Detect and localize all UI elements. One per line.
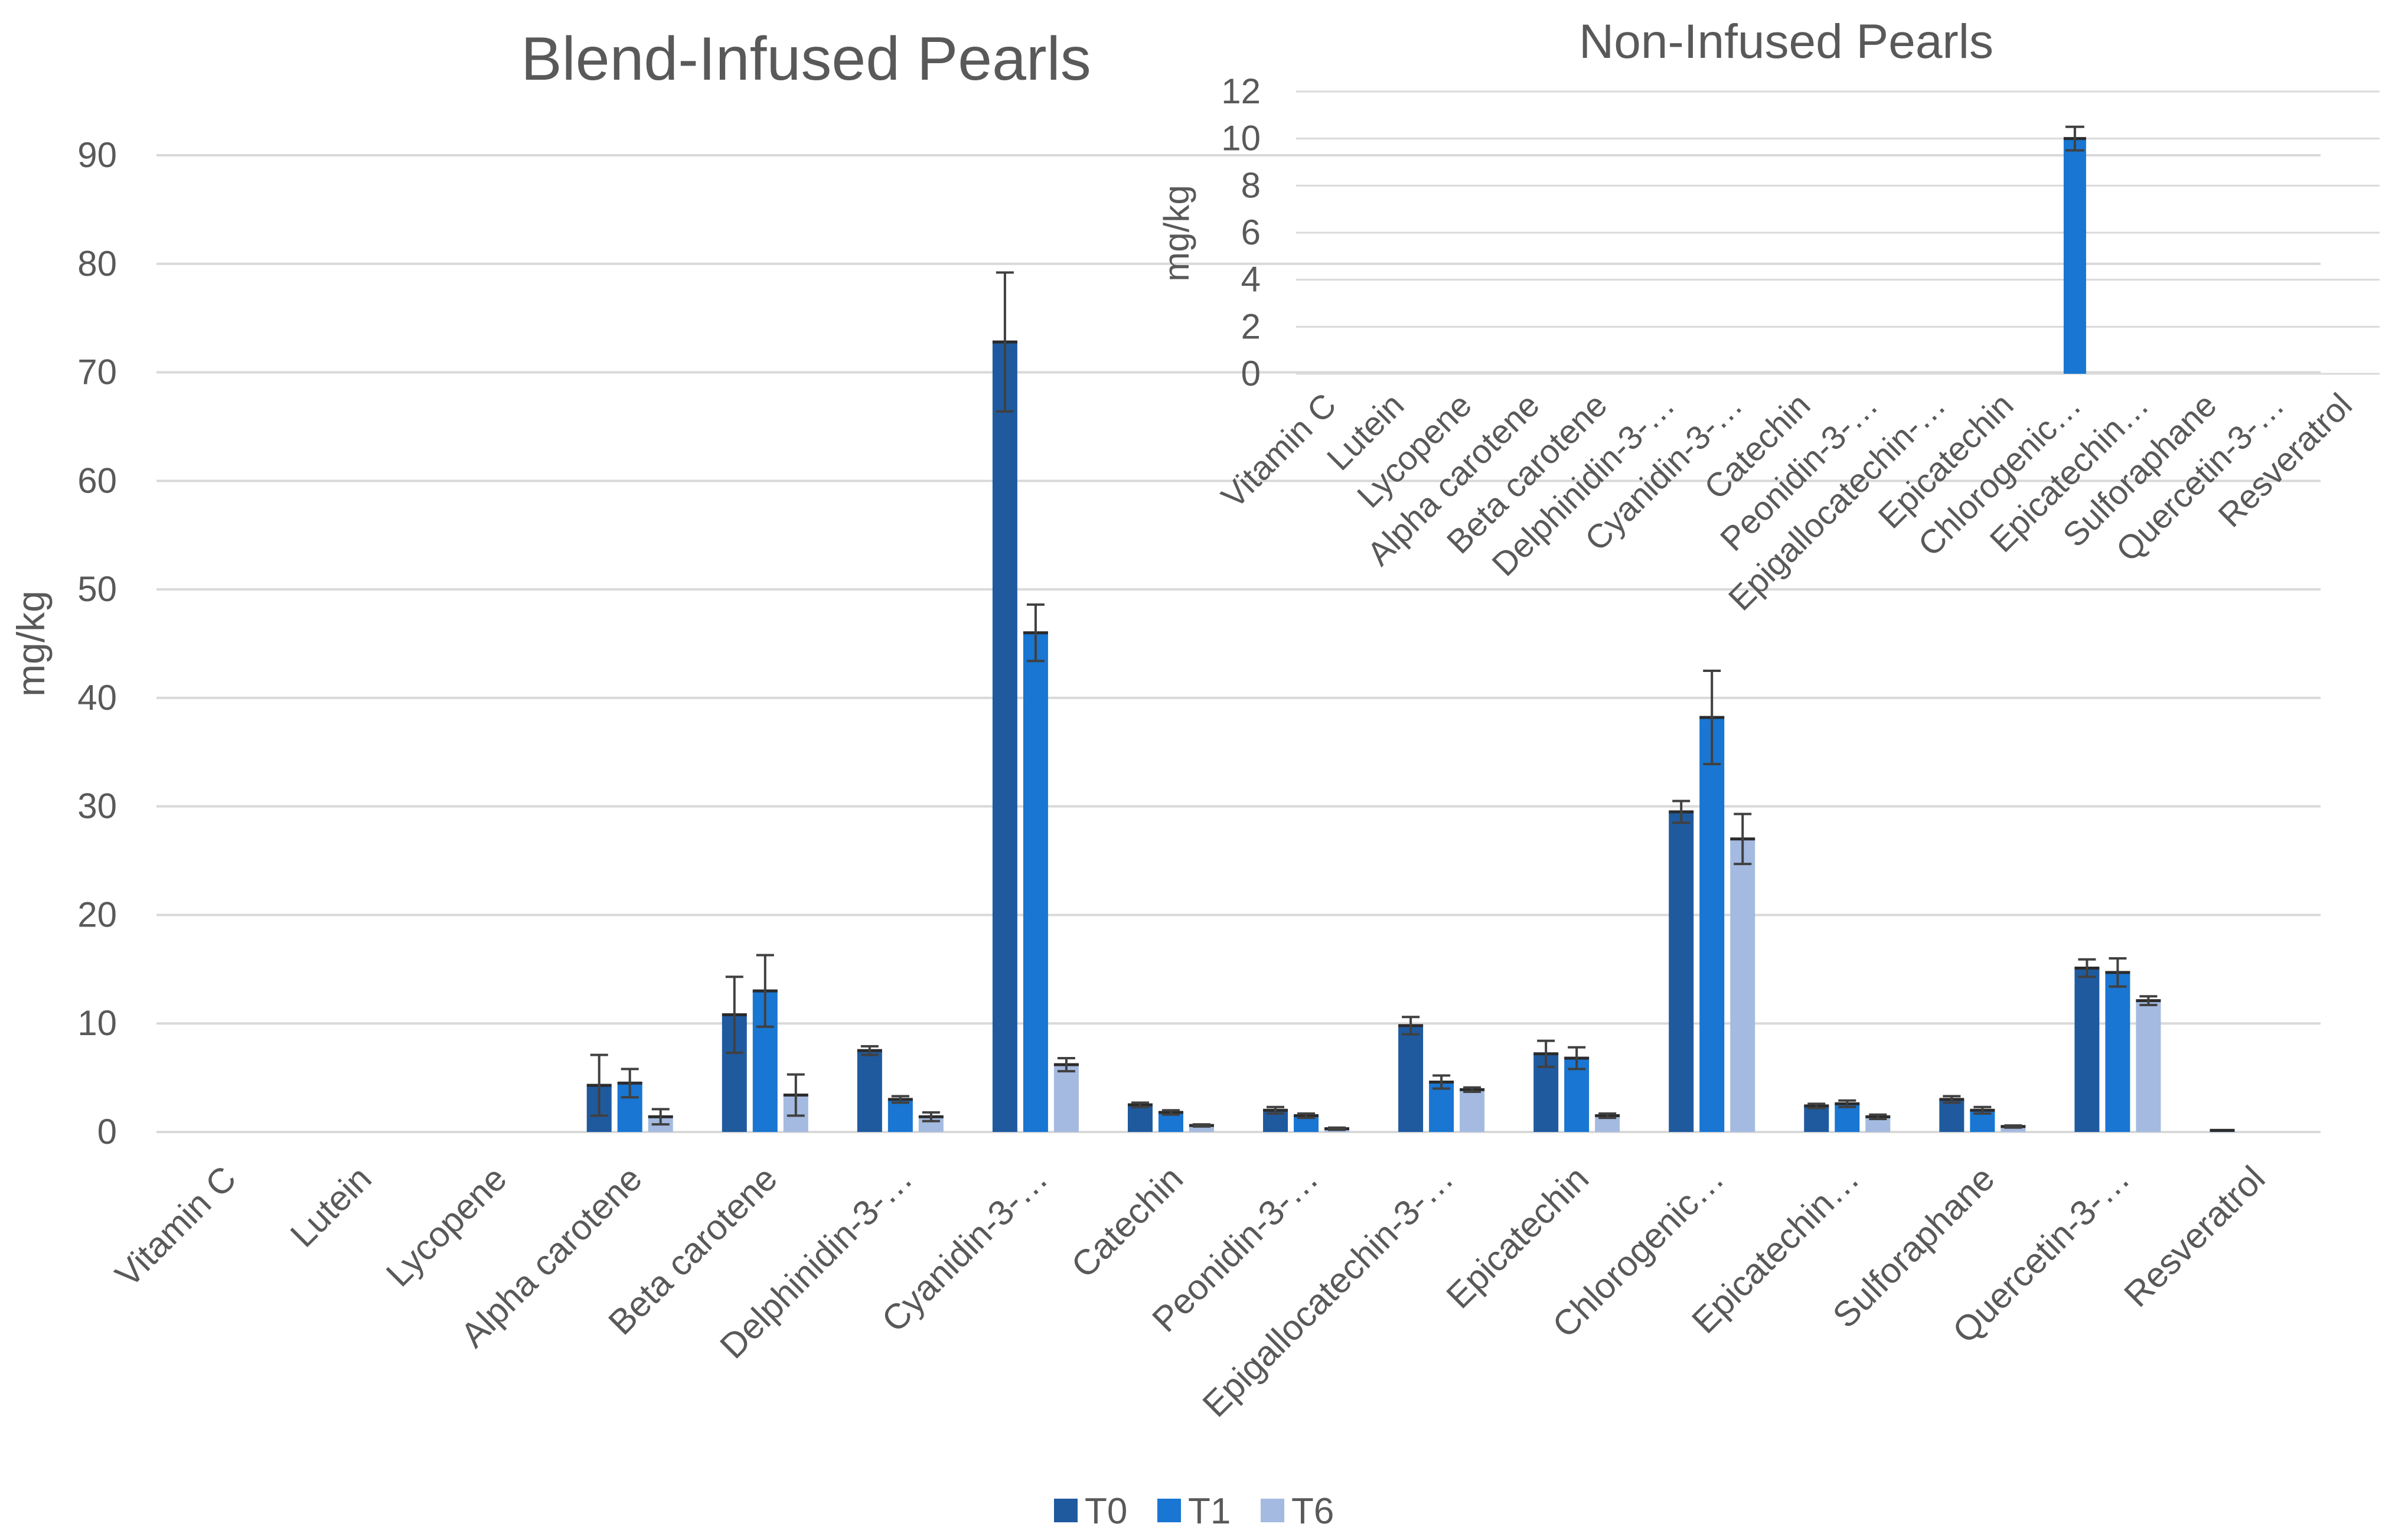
bar-t6 [2136,1000,2161,1132]
y-tick-label: 30 [77,787,117,826]
legend-swatch-t1 [1157,1499,1181,1522]
main-error-bars [590,271,2158,1131]
y-tick-label: 4 [1241,260,1261,299]
legend-label: T0 [1085,1491,1127,1532]
bar-t1 [887,1099,913,1132]
y-tick-label: 70 [77,353,117,392]
bar-t0 [1398,1025,1424,1132]
legend-swatch-t6 [1261,1499,1284,1522]
legend-swatch-t0 [1054,1499,1078,1522]
legend-label: T6 [1291,1491,1334,1532]
bar-t6 [1053,1065,1079,1132]
main-gridlines [156,154,2321,1133]
bar-t6 [1189,1125,1214,1132]
bar-t1 [1835,1104,1860,1132]
legend-label: T1 [1188,1491,1231,1532]
inset-error-bars [2065,125,2084,152]
bar-t1 [1564,1058,1590,1132]
y-tick-label: 60 [77,461,117,500]
main-y-tick-labels: 0 10 20 30 40 50 60 70 80 90 [77,135,117,1151]
main-chart-title: Blend-Infused Pearls [521,25,1091,93]
bar-t6 [1730,838,1755,1132]
main-y-axis-label: mg/kg [9,590,53,697]
y-tick-label: 40 [77,678,117,717]
bar-t6 [1460,1089,1485,1132]
bar-t0 [1127,1105,1153,1132]
inset-y-tick-labels: 0 2 4 6 8 10 12 [1221,71,1261,393]
y-tick-label: 50 [77,569,117,609]
bar-t0 [857,1050,882,1132]
y-tick-label: 20 [77,895,117,934]
inset-gridlines [1296,90,2380,375]
bar-t0 [1939,1099,1965,1132]
inset-y-axis-label: mg/kg [1157,185,1196,281]
inset-chart-title: Non-Infused Pearls [1579,15,1993,68]
bar-t0 [2074,968,2100,1132]
bar-t1 [2105,972,2130,1132]
bar-t0 [1804,1105,1829,1132]
y-tick-label: 0 [1241,354,1261,393]
inset-bars [2063,137,2086,374]
bar-series1 [2063,138,2086,374]
legend: T0 T1 T6 [1054,1491,1334,1532]
bar-t0 [992,342,1017,1132]
bar-t6 [2001,1126,2026,1132]
y-tick-label: 0 [97,1112,117,1151]
y-tick-label: 2 [1241,306,1261,346]
y-tick-label: 12 [1221,71,1261,111]
y-tick-label: 6 [1241,213,1261,252]
bar-t1 [1023,632,1048,1132]
y-tick-label: 90 [77,135,117,175]
bar-t0 [1669,811,1694,1132]
bar-t1 [1429,1082,1454,1132]
bar-t1 [1699,717,1725,1132]
y-tick-label: 10 [1221,119,1261,158]
y-tick-label: 10 [77,1003,117,1043]
y-tick-label: 80 [77,244,117,283]
y-tick-label: 8 [1241,165,1261,205]
